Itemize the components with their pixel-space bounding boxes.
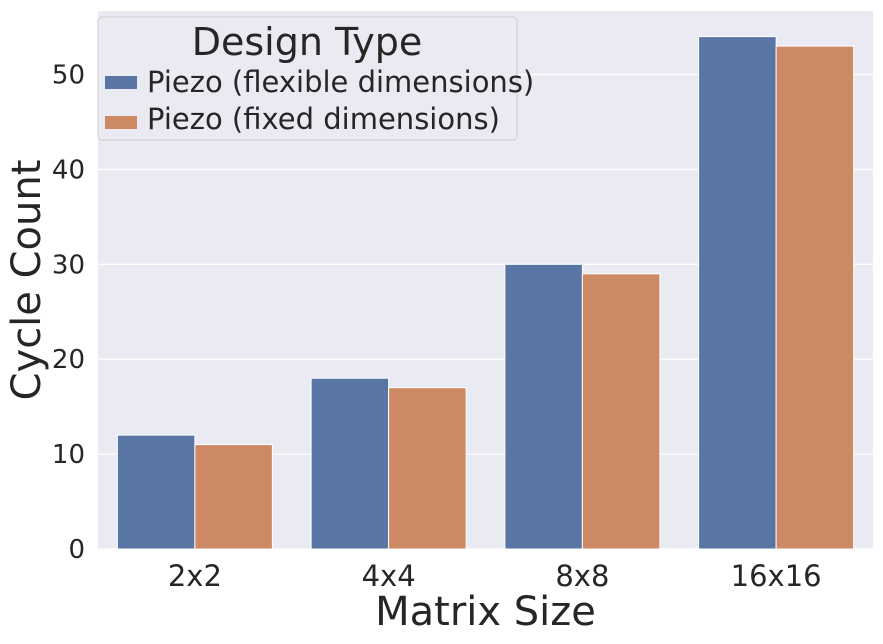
bars <box>116 36 855 550</box>
legend-swatch-fixed <box>105 116 137 129</box>
x-tick-label: 8x8 <box>555 559 609 593</box>
bar-fixed-4x4 <box>388 387 467 550</box>
y-axis-title: Cycle Count <box>4 160 50 401</box>
bar-flexible-2x2 <box>116 434 196 550</box>
legend-box <box>97 16 518 141</box>
legend-label-flexible: Piezo (flexible dimensions) <box>147 65 534 99</box>
bar-flexible-16x16 <box>698 36 777 550</box>
y-tick-label: 20 <box>52 345 85 375</box>
bar-fixed-16x16 <box>775 45 855 550</box>
bar-fixed-8x8 <box>581 273 661 550</box>
y-tick-label: 30 <box>52 250 85 280</box>
y-tick-label: 10 <box>52 440 85 470</box>
bar-flexible-4x4 <box>310 377 390 550</box>
bar-flexible-8x8 <box>504 263 583 550</box>
x-tick-labels: 2x2 4x4 8x8 16x16 <box>168 559 822 593</box>
legend-label-fixed: Piezo (fixed dimensions) <box>147 102 500 136</box>
x-tick-label: 2x2 <box>168 559 222 593</box>
y-tick-label: 0 <box>68 535 85 565</box>
x-axis-title: Matrix Size <box>375 589 596 635</box>
x-tick-label: 4x4 <box>362 559 416 593</box>
x-tick-label: 16x16 <box>731 559 822 593</box>
y-tick-labels: 0 10 20 30 40 50 <box>52 61 85 565</box>
legend: Design Type Piezo (flexible dimensions) … <box>97 16 534 141</box>
legend-swatch-flexible <box>105 76 137 89</box>
y-tick-label: 40 <box>52 155 85 185</box>
bar-fixed-2x2 <box>194 444 273 550</box>
y-tick-label: 50 <box>52 61 85 91</box>
legend-title: Design Type <box>192 20 423 64</box>
